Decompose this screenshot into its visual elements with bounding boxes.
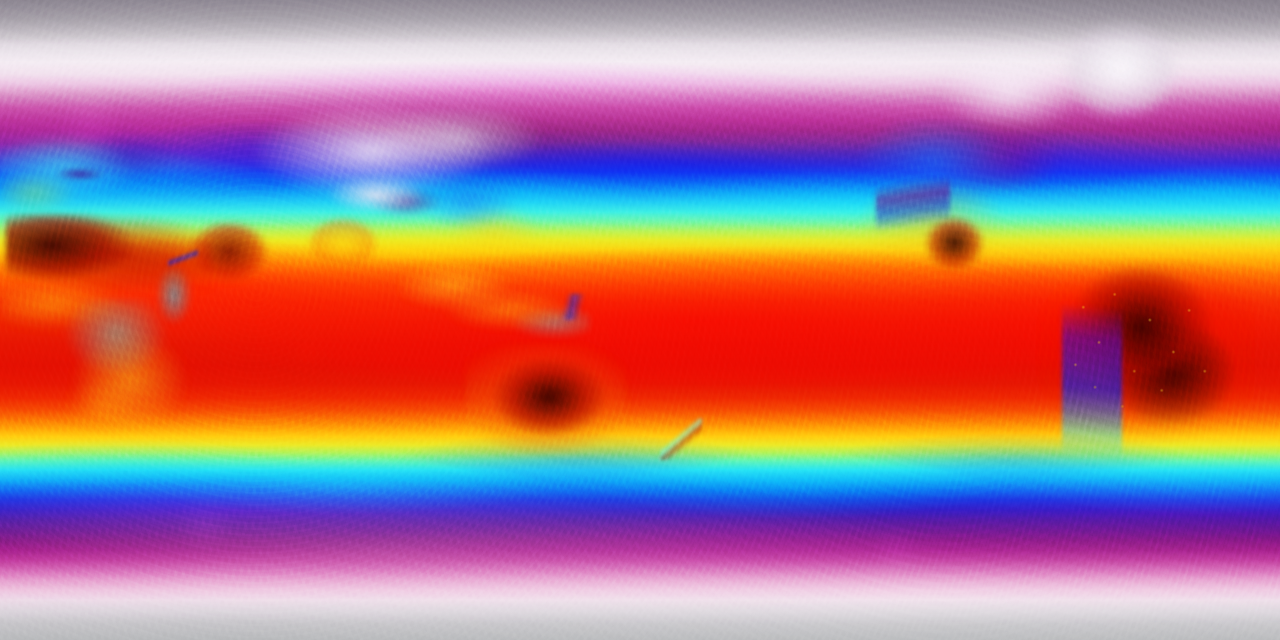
- region-alps: [52, 166, 108, 182]
- region-greenland: [1046, 14, 1196, 134]
- region-australia: [466, 344, 626, 454]
- region-amazon-hotspots: [1048, 272, 1244, 432]
- region-new-zealand: [660, 418, 702, 460]
- region-southwest-us-mexico: [920, 216, 1006, 288]
- region-central-southern-africa: [60, 300, 200, 430]
- region-arabian-peninsula: [190, 222, 276, 288]
- region-east-china: [420, 176, 540, 254]
- region-new-guinea-highlands: [534, 294, 610, 320]
- region-tibetan-plateau: [322, 176, 442, 218]
- region-indian-subcontinent: [306, 216, 388, 278]
